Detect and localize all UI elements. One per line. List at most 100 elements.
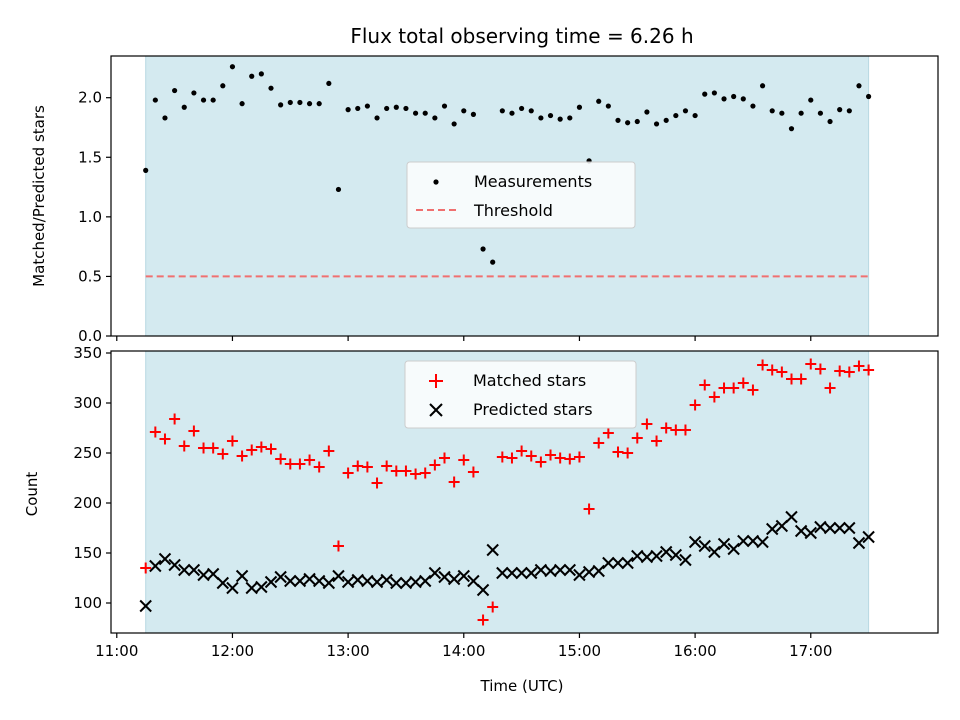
matched-point bbox=[554, 452, 566, 464]
measurement-point bbox=[528, 108, 534, 114]
measurement-point bbox=[143, 167, 149, 173]
matched-point bbox=[198, 442, 210, 454]
top-y-tick-label: 2.0 bbox=[78, 89, 102, 107]
measurement-point bbox=[779, 110, 785, 116]
predicted-point bbox=[621, 556, 634, 570]
measurement-point bbox=[355, 105, 361, 112]
predicted-point bbox=[216, 576, 230, 590]
legend-matched-marker bbox=[429, 374, 443, 388]
measurement-point bbox=[470, 111, 477, 117]
top-y-tick-label: 1.5 bbox=[78, 148, 102, 166]
x-tick-label: 14:00 bbox=[442, 642, 485, 660]
predicted-point bbox=[178, 563, 191, 577]
predicted-point bbox=[852, 536, 866, 550]
measurement-point bbox=[297, 99, 303, 106]
matched-point bbox=[631, 432, 643, 444]
measurement-point bbox=[181, 104, 187, 110]
measurement-point bbox=[432, 115, 438, 121]
legend-predicted-label: Predicted stars bbox=[473, 400, 593, 419]
predicted-point bbox=[698, 539, 711, 553]
matched-point bbox=[284, 458, 296, 470]
measurement-point bbox=[220, 83, 226, 89]
predicted-point bbox=[390, 576, 403, 590]
measurement-point bbox=[326, 80, 332, 87]
matched-point bbox=[390, 465, 402, 477]
matched-point bbox=[699, 379, 711, 391]
measurement-point bbox=[827, 118, 833, 125]
predicted-point bbox=[659, 545, 673, 559]
predicted-point bbox=[168, 558, 181, 572]
legend-matched-label: Matched stars bbox=[473, 371, 586, 390]
predicted-point bbox=[515, 566, 528, 580]
matched-point bbox=[506, 452, 518, 464]
measurement-point bbox=[345, 107, 351, 113]
measurement-point bbox=[759, 83, 766, 89]
top-y-tick-label: 1.0 bbox=[78, 208, 102, 226]
matched-point bbox=[718, 382, 730, 394]
predicted-point bbox=[727, 542, 740, 556]
measurement-point bbox=[258, 71, 264, 77]
matched-point bbox=[776, 366, 788, 378]
bottom-y-axis-title: Count bbox=[23, 472, 41, 517]
measurement-point bbox=[682, 108, 689, 114]
matched-point bbox=[477, 614, 489, 626]
matched-point bbox=[487, 601, 499, 613]
predicted-point bbox=[611, 556, 625, 570]
predicted-point bbox=[380, 573, 393, 587]
matched-point bbox=[236, 450, 248, 462]
legend-measurements-label: Measurements bbox=[474, 172, 592, 191]
top-legend: Measurements Threshold bbox=[406, 161, 636, 229]
matched-point bbox=[217, 448, 229, 460]
predicted-point bbox=[284, 574, 297, 588]
predicted-point bbox=[650, 549, 663, 563]
predicted-point bbox=[708, 545, 721, 559]
predicted-point bbox=[525, 566, 538, 580]
matched-point bbox=[545, 449, 557, 461]
matched-point bbox=[708, 391, 720, 403]
measurement-point bbox=[403, 105, 409, 112]
top-y-tick-label: 0.0 bbox=[78, 327, 102, 345]
measurement-point bbox=[384, 105, 390, 112]
top-axes-frame bbox=[110, 55, 939, 337]
predicted-point bbox=[592, 564, 605, 578]
chart-title: Flux total observing time = 6.26 h bbox=[350, 24, 693, 48]
matched-point bbox=[381, 460, 393, 472]
predicted-point bbox=[766, 522, 779, 536]
measurement-point bbox=[210, 97, 216, 103]
measurement-point bbox=[653, 121, 660, 127]
measurement-point bbox=[856, 83, 862, 89]
predicted-point bbox=[226, 581, 239, 595]
predicted-point bbox=[235, 569, 249, 583]
matched-point bbox=[622, 447, 634, 459]
matched-point bbox=[140, 562, 152, 574]
predicted-point bbox=[303, 572, 316, 586]
matched-point bbox=[159, 433, 171, 445]
matched-point bbox=[564, 453, 576, 465]
matched-point bbox=[728, 382, 740, 394]
predicted-point bbox=[756, 535, 769, 549]
matched-point bbox=[853, 360, 865, 372]
measurement-point bbox=[152, 97, 158, 103]
bottom-points bbox=[139, 358, 875, 626]
matched-point bbox=[516, 445, 528, 457]
bottom-x-ticks: 11:00 12:00 13:00 14:00 15:00 16:00 17:00 bbox=[95, 633, 832, 660]
matched-point bbox=[342, 467, 354, 479]
bottom-y-tick-label: 150 bbox=[73, 544, 102, 562]
predicted-point bbox=[602, 556, 615, 570]
measurement-point bbox=[817, 110, 824, 116]
matched-point bbox=[371, 477, 383, 489]
matched-point bbox=[737, 377, 749, 389]
top-points bbox=[143, 64, 872, 265]
predicted-point bbox=[332, 569, 345, 583]
measurement-point bbox=[596, 98, 602, 104]
predicted-point bbox=[370, 575, 384, 589]
measurement-point bbox=[808, 97, 814, 103]
predicted-point bbox=[833, 521, 846, 535]
measurement-point bbox=[547, 112, 554, 119]
matched-point bbox=[361, 461, 373, 473]
top-x-ticks bbox=[116, 336, 812, 341]
matched-point bbox=[265, 443, 277, 455]
matched-point bbox=[304, 454, 316, 466]
predicted-point bbox=[447, 572, 461, 586]
measurement-point bbox=[576, 104, 583, 110]
